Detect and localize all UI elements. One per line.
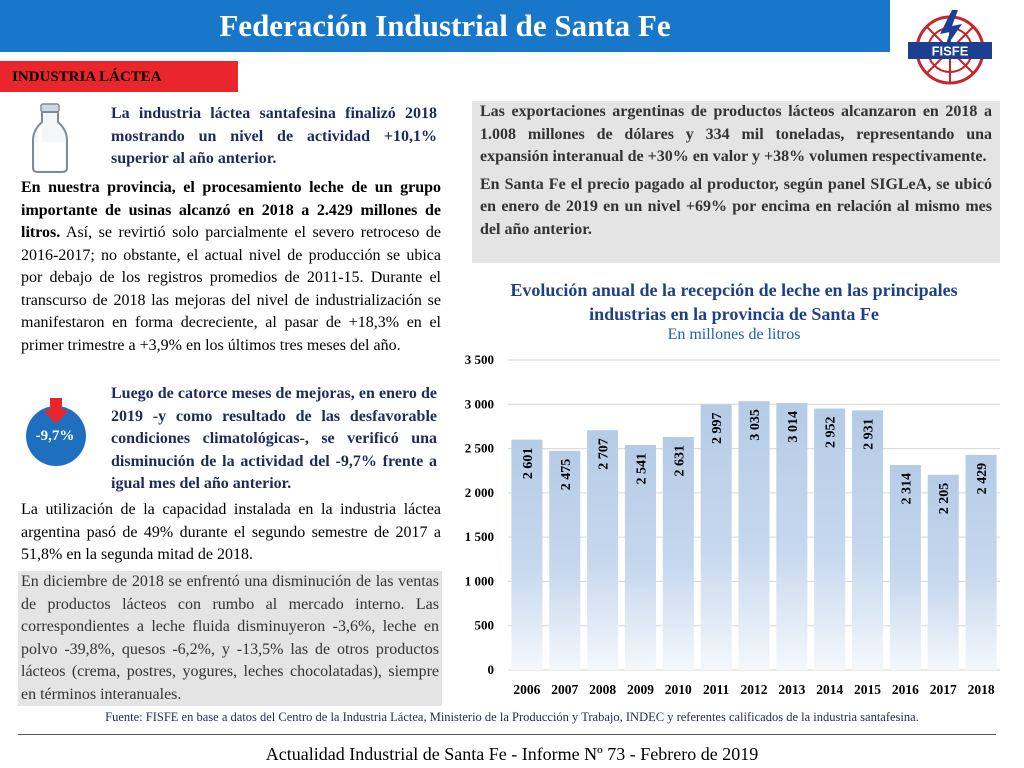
bar-2008 [587, 430, 619, 670]
y-tick-label: 2 500 [465, 441, 494, 456]
section-tag: INDUSTRIA LÁCTEA [0, 61, 238, 92]
exports-paragraph: Las exportaciones argentinas de producto… [480, 103, 992, 165]
footer-divider [18, 734, 996, 735]
x-tick-label: 2016 [892, 682, 919, 697]
bar-2015 [852, 410, 884, 670]
logo-text: FISFE [932, 44, 969, 59]
bar-2007 [549, 450, 581, 670]
data-label-2017: 2 205 [937, 483, 952, 515]
bar-2011 [700, 404, 732, 670]
data-label-2014: 2 952 [824, 417, 839, 449]
data-label-2015: 2 931 [862, 418, 877, 450]
processing-text: Así, se revirtió solo parcialmente el se… [21, 224, 441, 354]
bar-2016 [889, 465, 921, 670]
x-tick-label: 2010 [665, 682, 692, 697]
chart-subtitle: En millones de litros [667, 326, 801, 343]
bar-2014 [814, 408, 846, 670]
y-tick-label: 0 [488, 662, 495, 677]
bar-2013 [776, 403, 808, 670]
sales-paragraph: En diciembre de 2018 se enfrentó una dis… [18, 571, 442, 706]
y-tick-label: 1 500 [465, 529, 494, 544]
y-tick-label: 3 000 [465, 396, 494, 411]
fisfe-logo: FISFE [908, 10, 992, 85]
decline-paragraph: Luego de catorce meses de mejoras, en en… [111, 385, 437, 492]
bar-2006 [511, 439, 543, 670]
exports-box: Las exportaciones argentinas de producto… [472, 101, 1000, 263]
data-label-2016: 2 314 [899, 473, 914, 505]
bar-2012 [738, 401, 770, 670]
processing-paragraph: En nuestra provincia, el procesamiento l… [21, 177, 441, 357]
chart-title: Evolución anual de la recepción de leche… [510, 280, 958, 324]
x-tick-label: 2015 [854, 682, 881, 697]
badge-value: -9,7% [35, 428, 75, 444]
data-label-2010: 2 631 [672, 445, 687, 477]
bar-2010 [662, 436, 694, 670]
y-tick-label: 500 [475, 618, 495, 633]
data-label-2009: 2 541 [634, 453, 649, 485]
intro-paragraph: La industria láctea santafesina finalizó… [111, 105, 437, 167]
processing-bold-text: En nuestra provincia, el procesamiento l… [21, 179, 441, 241]
x-tick-label: 2014 [816, 682, 843, 697]
page-title: Federación Industrial de Santa Fe [0, 0, 890, 52]
data-label-2012: 3 035 [748, 409, 763, 441]
x-tick-label: 2006 [513, 682, 540, 697]
x-tick-label: 2018 [968, 682, 995, 697]
data-label-2008: 2 707 [597, 438, 612, 470]
x-tick-label: 2008 [589, 682, 616, 697]
milk-bottle-icon [32, 103, 68, 173]
page-footer: Actualidad Industrial de Santa Fe - Info… [265, 744, 759, 764]
price-paragraph: En Santa Fe el precio pagado al producto… [480, 175, 992, 238]
data-label-2018: 2 429 [975, 463, 990, 495]
bar-2017 [927, 474, 959, 670]
decrease-badge [26, 398, 86, 466]
x-tick-label: 2009 [627, 682, 654, 697]
data-label-2007: 2 475 [559, 459, 574, 491]
down-arrow-icon [43, 398, 69, 424]
x-tick-label: 2011 [703, 682, 730, 697]
y-tick-label: 2 000 [465, 485, 494, 500]
x-tick-label: 2013 [778, 682, 805, 697]
x-tick-label: 2012 [741, 682, 768, 697]
data-label-2006: 2 601 [521, 448, 536, 480]
x-tick-label: 2017 [930, 682, 957, 697]
x-tick-label: 2007 [551, 682, 578, 697]
y-tick-label: 3 500 [465, 352, 494, 367]
data-label-2011: 2 997 [710, 413, 725, 445]
y-tick-label: 1 000 [465, 573, 494, 588]
data-label-2013: 3 014 [786, 411, 801, 443]
capacity-paragraph: La utilización de la capacidad instalada… [21, 501, 441, 563]
bar-2018 [965, 454, 997, 670]
source-note: Fuente: FISFE en base a datos del Centro… [105, 710, 919, 724]
bar-2009 [624, 444, 656, 670]
milk-reception-chart: 2 601 2 475 2 707 2 541 2 631 2 997 3 035 3 014… [465, 352, 1000, 697]
